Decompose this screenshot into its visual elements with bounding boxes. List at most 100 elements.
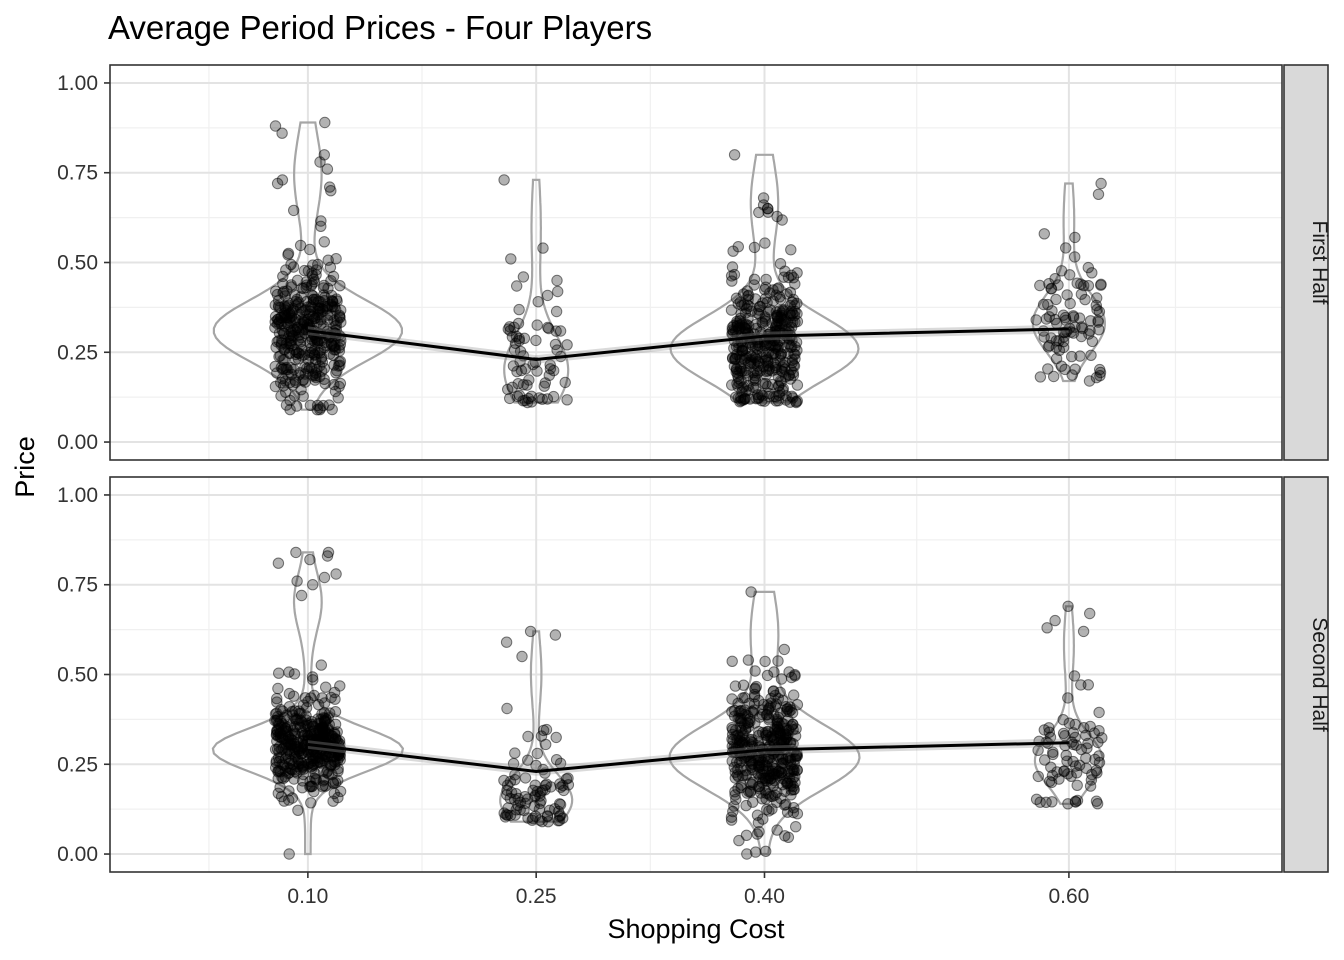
data-point xyxy=(507,360,520,372)
data-point xyxy=(305,797,317,809)
data-point xyxy=(759,655,771,668)
data-point xyxy=(324,348,336,360)
data-point xyxy=(1062,600,1074,612)
data-point xyxy=(559,376,571,389)
data-point xyxy=(330,253,342,265)
data-point xyxy=(1079,293,1091,306)
data-point xyxy=(1070,760,1082,772)
data-point xyxy=(726,261,739,273)
data-point xyxy=(332,791,344,804)
data-point xyxy=(1049,614,1061,627)
data-point xyxy=(277,705,289,717)
data-point xyxy=(728,149,741,161)
data-point xyxy=(748,241,761,254)
data-point xyxy=(312,717,325,730)
data-point xyxy=(277,380,290,392)
data-point xyxy=(756,708,768,721)
data-point xyxy=(778,643,790,656)
data-point xyxy=(787,806,800,819)
data-point xyxy=(790,821,802,833)
data-point xyxy=(315,659,327,671)
data-point xyxy=(275,752,287,764)
data-point xyxy=(726,275,738,287)
data-point xyxy=(518,332,531,344)
data-point xyxy=(285,362,297,374)
data-point xyxy=(726,655,738,667)
data-point xyxy=(316,781,329,793)
data-point xyxy=(315,215,327,227)
data-point xyxy=(776,214,788,226)
data-point xyxy=(782,831,795,843)
data-point xyxy=(517,379,530,391)
strip-label: Second Half xyxy=(1308,617,1331,732)
data-point xyxy=(730,793,742,806)
y-tick-label: 0.50 xyxy=(57,664,98,687)
data-point xyxy=(1092,736,1104,749)
data-point xyxy=(521,379,533,391)
data-point xyxy=(1038,228,1051,240)
data-point xyxy=(772,655,784,667)
data-point xyxy=(1032,770,1045,783)
data-point xyxy=(740,829,753,841)
data-point xyxy=(752,817,765,829)
data-point xyxy=(1050,352,1063,365)
data-point xyxy=(737,288,750,300)
data-point xyxy=(335,316,347,328)
data-point xyxy=(325,185,337,197)
data-point xyxy=(752,343,764,355)
data-point xyxy=(1061,289,1073,301)
data-point xyxy=(332,392,344,404)
data-point xyxy=(297,390,309,402)
data-point xyxy=(1057,714,1069,726)
data-point xyxy=(530,334,542,347)
data-point xyxy=(1039,754,1051,766)
data-point xyxy=(334,785,347,798)
data-point xyxy=(728,800,740,812)
data-point xyxy=(511,365,523,378)
data-point xyxy=(272,557,285,569)
data-point xyxy=(288,204,300,217)
data-point xyxy=(1083,375,1096,387)
data-point xyxy=(282,247,295,260)
data-point xyxy=(322,768,335,780)
data-point xyxy=(329,776,342,789)
data-point xyxy=(764,287,776,299)
data-point xyxy=(508,321,520,333)
data-point xyxy=(1069,251,1081,263)
data-point xyxy=(1066,350,1078,363)
y-tick-label: 0.75 xyxy=(57,162,98,185)
data-point xyxy=(1034,796,1046,808)
data-point xyxy=(318,236,330,248)
data-point xyxy=(321,550,334,562)
data-point xyxy=(299,692,311,704)
data-point xyxy=(325,339,338,351)
data-point xyxy=(770,395,782,407)
data-point xyxy=(732,241,744,253)
data-point xyxy=(291,575,303,587)
data-point xyxy=(511,280,523,292)
data-point xyxy=(759,237,771,249)
data-point xyxy=(753,826,765,838)
data-point xyxy=(758,395,771,407)
data-point xyxy=(531,747,543,760)
data-point xyxy=(333,345,346,357)
data-point xyxy=(767,780,780,792)
data-point xyxy=(745,586,757,598)
data-point xyxy=(737,679,750,691)
data-point xyxy=(787,293,800,306)
data-point xyxy=(278,307,290,320)
data-point xyxy=(1070,739,1083,751)
data-point xyxy=(281,761,293,773)
data-point xyxy=(766,378,778,391)
data-point xyxy=(750,318,762,331)
data-point xyxy=(729,680,742,692)
data-point xyxy=(787,392,799,404)
data-point xyxy=(760,369,772,381)
data-point xyxy=(502,802,514,814)
data-point xyxy=(771,796,783,808)
data-point xyxy=(277,270,289,283)
data-point xyxy=(760,273,772,286)
data-point xyxy=(762,206,774,218)
data-point xyxy=(1068,670,1081,682)
data-point xyxy=(726,740,738,752)
